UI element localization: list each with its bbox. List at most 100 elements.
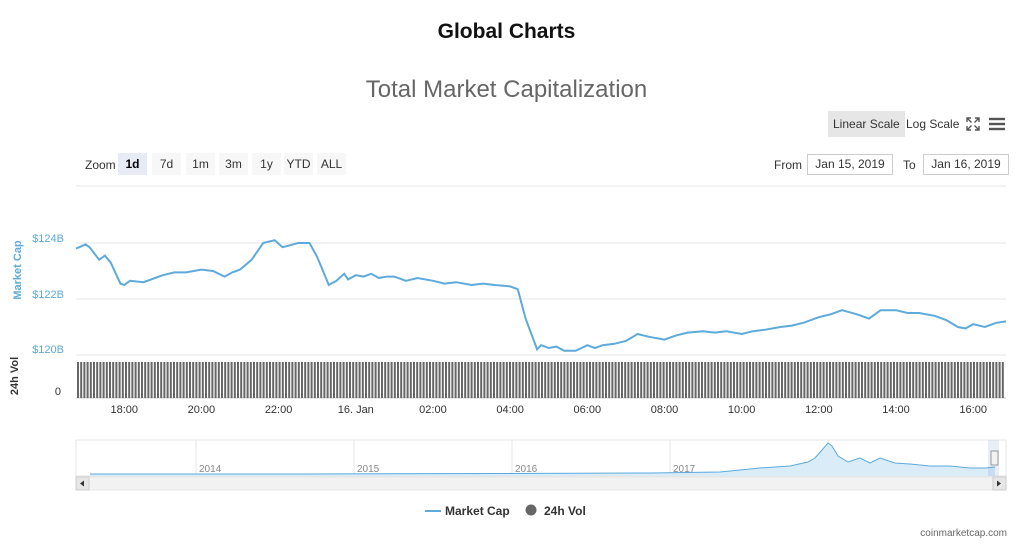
volume-bar (640, 362, 643, 398)
volume-bar (237, 362, 239, 398)
volume-bar (371, 362, 374, 398)
navigator-year-label: 2017 (673, 464, 696, 475)
volume-bar (950, 362, 953, 398)
volume-bar (560, 362, 563, 398)
zoom-button-all[interactable]: ALL (317, 153, 346, 175)
legend-item-market-cap[interactable]: Market Cap (425, 504, 510, 518)
volume-bar (864, 362, 867, 398)
volume-bar (361, 362, 364, 398)
volume-bar (179, 362, 182, 398)
to-date-input[interactable]: Jan 16, 2019 (923, 154, 1009, 175)
volume-bar (109, 362, 111, 398)
fullscreen-icon[interactable] (964, 115, 982, 133)
volume-bar (169, 362, 172, 398)
volume-bar (531, 362, 534, 398)
scroll-right-icon (997, 480, 1001, 487)
volume-bar (755, 362, 758, 398)
volume-bar (262, 362, 265, 398)
volume-bar (137, 362, 140, 398)
volume-bar (617, 362, 620, 398)
volume-bar (835, 362, 838, 398)
volume-bar (931, 362, 934, 398)
volume-bar (329, 362, 332, 398)
volume-bar (765, 362, 767, 398)
volume-bar (121, 362, 124, 398)
volume-bar (771, 362, 774, 398)
volume-bar (627, 362, 630, 398)
volume-bar (957, 362, 959, 398)
zoom-button-1d[interactable]: 1d (118, 153, 147, 175)
volume-bar (797, 362, 799, 398)
volume-bar (1001, 362, 1004, 398)
volume-bar (230, 362, 233, 398)
volume-bar (227, 362, 230, 398)
volume-bar (451, 362, 454, 398)
legend-item-24h-vol[interactable]: 24h Vol (525, 504, 586, 518)
volume-bar (345, 362, 348, 398)
x-tick-label: 08:00 (651, 404, 679, 416)
volume-bar (742, 362, 745, 398)
volume-bar (355, 362, 358, 398)
volume-bar (525, 362, 527, 398)
credit-link[interactable]: coinmarketcap.com (920, 528, 1007, 539)
volume-bar (557, 362, 559, 398)
scrollbar-track[interactable] (75, 476, 1007, 491)
volume-bar (486, 362, 489, 398)
volume-bar (669, 362, 671, 398)
volume-bar (291, 362, 294, 398)
market-cap-series-line (75, 239, 1007, 352)
chart-title: Total Market Capitalization (365, 76, 648, 103)
volume-bar (118, 362, 121, 398)
volume-bar (985, 362, 988, 398)
volume-bar (550, 362, 553, 398)
x-tick-label: 12:00 (805, 404, 833, 416)
volume-bar (605, 362, 607, 398)
volume-bar (131, 362, 134, 398)
volume-bar (416, 362, 419, 398)
volume-bar (870, 362, 873, 398)
volume-bar (809, 362, 812, 398)
zoom-button-3m[interactable]: 3m (219, 153, 248, 175)
volume-bar (925, 362, 927, 398)
volume-bar (544, 362, 547, 398)
volume-bar (649, 362, 652, 398)
volume-bar (515, 362, 518, 398)
volume-bar (294, 362, 297, 398)
volume-bar (787, 362, 790, 398)
volume-bar (96, 362, 99, 398)
from-date-input[interactable]: Jan 15, 2019 (807, 154, 893, 175)
navigator-handle[interactable] (990, 450, 999, 466)
volume-bar (541, 362, 543, 398)
volume-bar (576, 362, 579, 398)
volume-bar (313, 362, 316, 398)
volume-bar (377, 362, 380, 398)
volume-bar (195, 362, 198, 398)
linear-scale-button[interactable]: Linear Scale (828, 111, 905, 137)
volume-bar (665, 362, 668, 398)
volume-bar (438, 362, 441, 398)
volume-bar (342, 362, 345, 398)
volume-bar (662, 362, 665, 398)
volume-bar (99, 362, 102, 398)
menu-icon[interactable] (988, 115, 1006, 133)
y2-axis-title: 24h Vol (9, 357, 21, 395)
navigator-year-label: 2016 (515, 464, 538, 475)
volume-bar (339, 362, 342, 398)
zoom-button-ytd[interactable]: YTD (284, 153, 313, 175)
volume-bar (701, 362, 703, 398)
zoom-button-1m[interactable]: 1m (186, 153, 215, 175)
zoom-button-1y[interactable]: 1y (252, 153, 281, 175)
zoom-button-7d[interactable]: 7d (152, 153, 181, 175)
volume-bar (547, 362, 550, 398)
volume-bar (425, 362, 428, 398)
volume-bar (157, 362, 159, 398)
volume-bar (960, 362, 963, 398)
volume-bar (880, 362, 883, 398)
volume-bar (720, 362, 723, 398)
volume-bar (918, 362, 921, 398)
volume-bar (470, 362, 473, 398)
volume-bar (998, 362, 1001, 398)
volume-bar (934, 362, 937, 398)
log-scale-button[interactable]: Log Scale (906, 117, 960, 131)
navigator-year-label: 2015 (357, 464, 380, 475)
